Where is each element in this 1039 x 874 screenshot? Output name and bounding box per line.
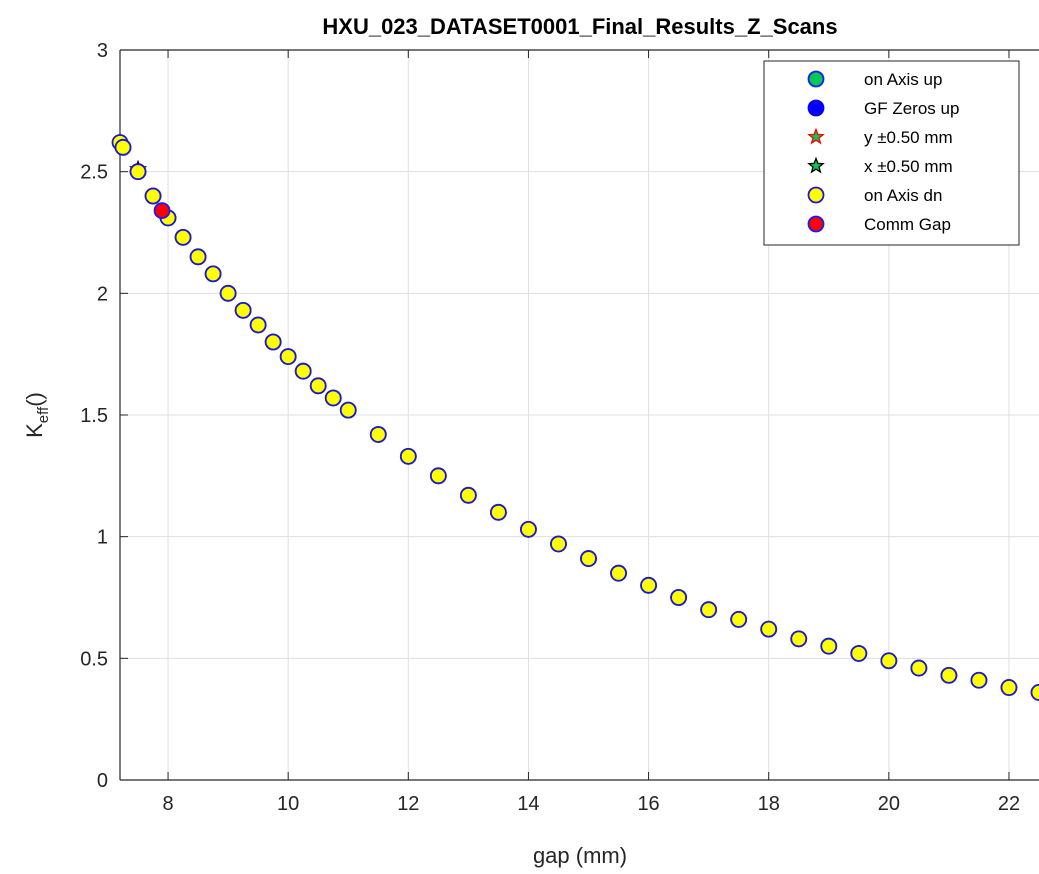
chart-title: HXU_023_DATASET0001_Final_Results_Z_Scan…: [322, 14, 837, 39]
y-axis-label-tail: (): [22, 392, 47, 407]
legend-marker: [807, 215, 825, 233]
data-point: [640, 576, 657, 594]
data-point: [970, 671, 988, 689]
legend-marker: [807, 99, 825, 117]
data-point: [850, 645, 868, 662]
data-point: [279, 348, 297, 366]
data-point: [760, 620, 778, 638]
data-point: [730, 611, 748, 628]
x-tick-label: 8: [162, 793, 173, 815]
x-tick-label: 12: [397, 793, 419, 815]
legend-marker: [807, 156, 825, 174]
data-points: [111, 134, 1039, 701]
data-point: [249, 316, 267, 334]
legend-label: y ±0.50 mm: [864, 128, 953, 147]
data-point: [820, 637, 838, 655]
y-axis-label-main: K: [22, 423, 47, 438]
data-point: [189, 248, 207, 266]
legend-marker: [807, 186, 825, 204]
data-point: [1030, 684, 1039, 701]
data-point: [670, 589, 688, 606]
x-tick-label: 14: [517, 793, 539, 815]
legend-label: on Axis up: [864, 70, 942, 89]
legend-marker: [807, 127, 825, 145]
data-point: [880, 652, 898, 670]
data-point: [129, 163, 147, 181]
legend-label: Comm Gap: [864, 215, 951, 234]
y-tick-label: 2: [97, 283, 108, 305]
x-tick-label: 20: [878, 793, 900, 815]
legend: on Axis up GF Zeros up y ±0.50 mm x ±0.50 m…: [763, 60, 1020, 246]
x-axis-label: gap (mm): [533, 843, 627, 868]
data-point: [700, 601, 718, 619]
data-point: [234, 301, 252, 319]
legend-box: [763, 60, 1020, 246]
data-point: [490, 503, 507, 521]
data-point: [790, 630, 808, 648]
ticks: 8 10 12 14 16 18 20 22 0 0.5 1 1.5 2 2.5 3: [80, 40, 1020, 815]
data-point: [429, 467, 447, 485]
x-tick-label: 18: [758, 793, 780, 815]
data-point: [204, 265, 222, 283]
data-point: [174, 228, 192, 246]
data-point: [520, 520, 537, 538]
data-point: [309, 377, 327, 395]
series-5: [153, 202, 171, 220]
y-axis-label-sub: eff: [35, 406, 52, 423]
data-point: [144, 187, 162, 205]
data-point: [910, 659, 928, 677]
y-tick-label: 1: [97, 527, 108, 549]
series-4: [111, 134, 1039, 701]
data-point: [339, 401, 357, 419]
data-point: [264, 333, 282, 351]
data-point: [610, 564, 627, 582]
legend-label: on Axis dn: [864, 186, 942, 205]
data-point: [324, 389, 342, 407]
y-tick-label: 2.5: [80, 162, 108, 184]
x-tick-label: 22: [998, 793, 1020, 815]
y-axis-label: Keff(): [22, 392, 52, 438]
legend-marker: [807, 70, 825, 88]
data-point: [153, 202, 171, 220]
data-point: [940, 666, 958, 684]
data-point: [580, 550, 597, 567]
x-tick-label: 10: [277, 793, 299, 815]
data-point: [550, 535, 567, 553]
data-point: [219, 284, 237, 302]
data-point: [399, 447, 417, 465]
legend-label: GF Zeros up: [864, 99, 959, 118]
y-tick-label: 1.5: [80, 405, 108, 427]
data-point: [1000, 679, 1018, 696]
data-point: [294, 362, 312, 380]
y-tick-label: 0: [97, 770, 108, 792]
data-point: [459, 486, 477, 504]
y-tick-label: 3: [97, 40, 108, 62]
data-point: [114, 138, 132, 156]
y-tick-label: 0.5: [80, 648, 108, 670]
legend-label: x ±0.50 mm: [864, 157, 953, 176]
x-tick-label: 16: [637, 793, 659, 815]
data-point: [369, 426, 387, 443]
